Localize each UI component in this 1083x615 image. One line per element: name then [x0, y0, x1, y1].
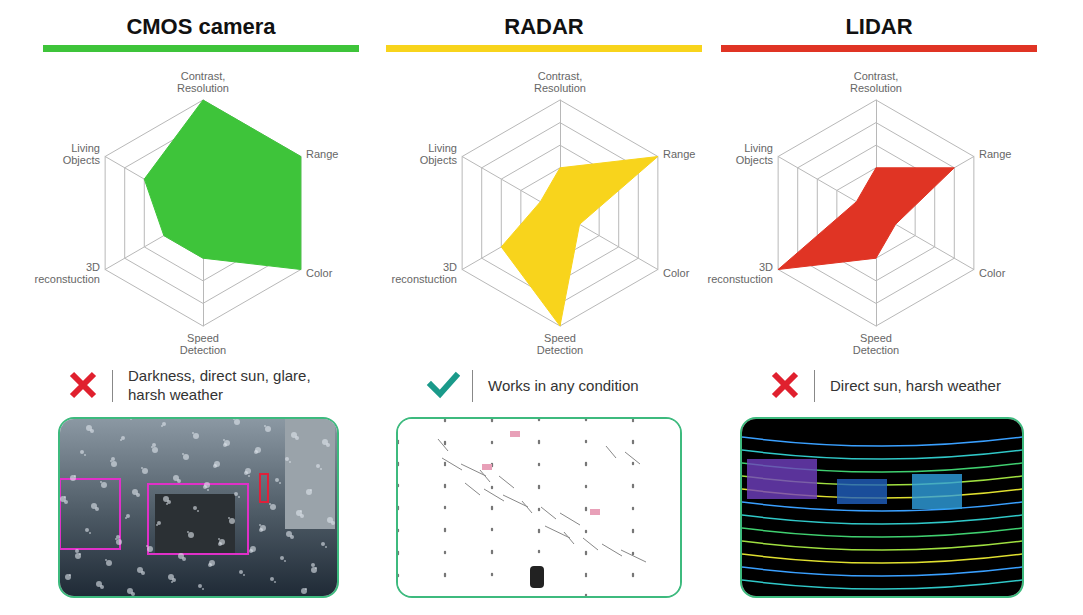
- svg-text:Contrast,: Contrast,: [854, 70, 899, 82]
- svg-text:Objects: Objects: [420, 154, 458, 166]
- svg-text:Contrast,: Contrast,: [538, 70, 583, 82]
- html-text:Direct sun, harsh weather: Direct sun, harsh weather: [830, 376, 1001, 394]
- svg-text:Detection: Detection: [537, 344, 583, 356]
- html-text:RADAR: RADAR: [504, 14, 584, 39]
- html-text:Darkness, direct sun, glare, h: Darkness, direct sun, glare, harsh weath…: [128, 367, 311, 403]
- svg-text:Living: Living: [744, 142, 773, 154]
- html-text:LIDAR: LIDAR: [845, 14, 913, 39]
- svg-text:3D: 3D: [759, 261, 773, 273]
- svg-text:reconstuction: reconstuction: [35, 273, 100, 285]
- svg-text:Resolution: Resolution: [850, 82, 902, 94]
- svg-text:Range: Range: [306, 148, 338, 160]
- svg-text:3D: 3D: [86, 261, 100, 273]
- svg-text:Detection: Detection: [180, 344, 226, 356]
- svg-text:reconstuction: reconstuction: [708, 273, 773, 285]
- svg-text:Resolution: Resolution: [534, 82, 586, 94]
- svg-text:Detection: Detection: [853, 344, 899, 356]
- svg-text:3D: 3D: [443, 261, 457, 273]
- svg-text:Color: Color: [663, 267, 690, 279]
- svg-text:Range: Range: [663, 148, 695, 160]
- svg-text:Speed: Speed: [187, 332, 219, 344]
- svg-text:Resolution: Resolution: [177, 82, 229, 94]
- svg-text:Contrast,: Contrast,: [181, 70, 226, 82]
- html-text:CMOS camera: CMOS camera: [126, 14, 276, 39]
- svg-text:Speed: Speed: [860, 332, 892, 344]
- svg-text:Range: Range: [979, 148, 1011, 160]
- svg-text:Objects: Objects: [63, 154, 101, 166]
- html-text:Works in any condition: Works in any condition: [488, 376, 639, 394]
- svg-text:reconstuction: reconstuction: [392, 273, 457, 285]
- svg-text:Speed: Speed: [544, 332, 576, 344]
- svg-text:Objects: Objects: [736, 154, 774, 166]
- svg-text:Living: Living: [71, 142, 100, 154]
- svg-text:Living: Living: [428, 142, 457, 154]
- svg-text:Color: Color: [979, 267, 1006, 279]
- svg-text:Color: Color: [306, 267, 333, 279]
